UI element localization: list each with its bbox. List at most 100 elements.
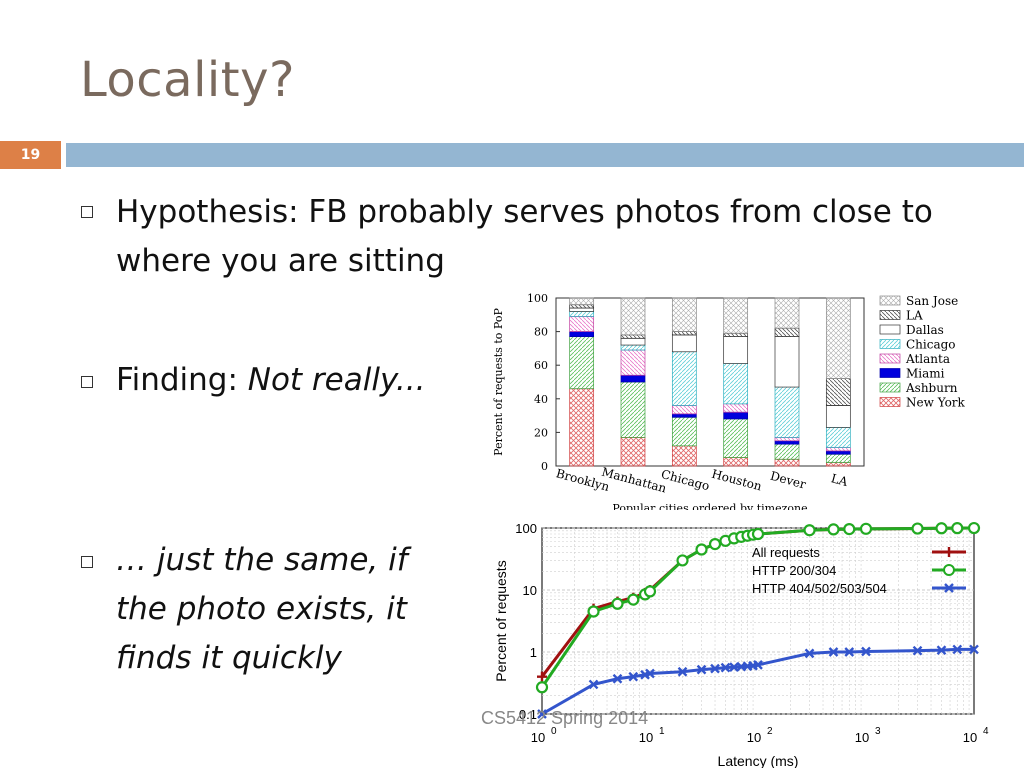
slide-number: 19 xyxy=(0,141,61,169)
x-tick-label: 10 xyxy=(963,730,977,745)
data-point xyxy=(911,522,924,535)
bar-segment xyxy=(620,437,646,467)
data-point xyxy=(967,521,981,535)
data-point xyxy=(844,647,855,657)
y-tick-label: 60 xyxy=(534,359,548,372)
bar-segment xyxy=(825,405,851,428)
x-tick-exponent: 1 xyxy=(659,726,665,737)
x-tick-exponent: 3 xyxy=(875,726,881,737)
legend-label: HTTP 404/502/503/504 xyxy=(752,581,887,596)
data-point xyxy=(951,522,964,535)
legend-swatch xyxy=(879,368,901,378)
x-tick-label: 10 xyxy=(747,730,761,745)
x-axis-label: Popular cities ordered by timezone xyxy=(612,502,807,510)
y-tick-label: 100 xyxy=(515,521,537,536)
slide-footer: CS5412 Spring 2014 xyxy=(481,708,649,728)
bar-segment xyxy=(723,336,749,364)
bar-segment xyxy=(620,337,646,346)
bar-segment xyxy=(825,297,851,379)
finding-prefix: Finding: xyxy=(116,362,248,398)
legend-label: All requests xyxy=(752,545,820,560)
data-point xyxy=(537,709,547,719)
legend-swatch xyxy=(879,353,901,364)
data-point xyxy=(710,663,720,674)
bar-segment xyxy=(620,374,646,383)
bar-segment xyxy=(620,344,646,351)
legend-marker xyxy=(943,564,955,576)
x-tick-label: 10 xyxy=(531,730,545,745)
data-point xyxy=(676,554,689,567)
bar-segment xyxy=(723,457,749,467)
bar-segment xyxy=(723,332,749,337)
bullet-same: … just the same, if the photo exists, it… xyxy=(116,536,436,683)
bar-segment xyxy=(671,297,697,332)
bar-segment xyxy=(774,327,800,337)
bar-segment xyxy=(569,331,595,337)
data-point xyxy=(803,524,816,537)
bar-segment xyxy=(723,418,749,458)
legend-swatch xyxy=(879,310,901,320)
y-tick-label: 80 xyxy=(534,326,548,339)
x-axis-label: Latency (ms) xyxy=(718,753,799,768)
data-point xyxy=(612,673,623,684)
bar-segment xyxy=(723,363,749,405)
bar-segment xyxy=(671,405,697,415)
data-point xyxy=(695,543,708,556)
bullet-finding: Finding: Not really... xyxy=(116,356,425,405)
bar-segment xyxy=(774,440,800,445)
bar-segment xyxy=(825,453,851,463)
legend-swatch xyxy=(879,339,901,349)
data-point xyxy=(936,645,947,656)
legend-label: HTTP 200/304 xyxy=(752,563,836,578)
x-tick-label: Chicago xyxy=(660,467,711,493)
bar-segment xyxy=(620,297,646,336)
finding-text: Not really... xyxy=(247,362,426,398)
y-tick-label: 0 xyxy=(541,460,548,473)
bar-segment xyxy=(569,388,595,467)
x-tick-label: Manhattan xyxy=(600,465,668,496)
data-point xyxy=(804,648,815,659)
bar-segment xyxy=(620,381,646,438)
legend-label: Miami xyxy=(906,367,945,381)
y-tick-label: 20 xyxy=(534,426,548,439)
bar-segment xyxy=(569,297,595,306)
data-point xyxy=(720,662,731,673)
y-axis-label: Percent of requests to PoP xyxy=(492,308,505,456)
y-tick-label: 100 xyxy=(527,292,548,305)
data-point xyxy=(751,527,765,541)
legend-marker xyxy=(944,583,954,593)
x-tick-exponent: 4 xyxy=(983,726,989,737)
bar-segment xyxy=(723,297,749,334)
bar-segment xyxy=(671,351,697,406)
data-point xyxy=(828,647,839,657)
header-band xyxy=(66,143,1024,167)
bullet-marker-icon xyxy=(81,206,93,218)
data-point xyxy=(677,666,688,677)
legend-swatch xyxy=(879,324,901,335)
data-point xyxy=(912,645,923,656)
bar-segment xyxy=(774,443,800,460)
data-point xyxy=(859,522,873,535)
x-tick-label: LA xyxy=(830,471,850,489)
bar-segment xyxy=(569,336,595,390)
data-point xyxy=(628,671,639,682)
y-tick-label: 40 xyxy=(534,393,548,406)
legend-swatch xyxy=(879,295,901,306)
bar-segment xyxy=(620,349,646,376)
data-point xyxy=(643,585,657,598)
data-point xyxy=(969,644,979,655)
data-point xyxy=(753,660,763,670)
y-tick-label: 1 xyxy=(530,645,537,660)
legend-marker xyxy=(944,547,954,557)
legend-label: Chicago xyxy=(906,338,956,352)
bar-segment xyxy=(569,311,595,317)
legend-swatch xyxy=(879,382,901,393)
bar-segment xyxy=(723,411,749,420)
bar-segment xyxy=(825,450,851,455)
bar-segment xyxy=(774,336,800,388)
legend-label: Dallas xyxy=(906,323,944,337)
bar-segment xyxy=(671,413,697,418)
